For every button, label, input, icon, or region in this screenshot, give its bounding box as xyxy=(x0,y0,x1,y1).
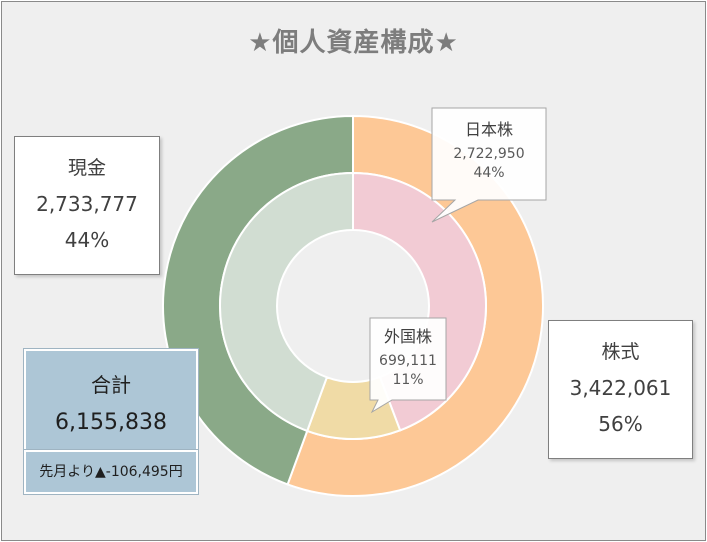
total-value: 6,155,838 xyxy=(55,410,167,435)
stocks-percent: 56% xyxy=(598,412,643,436)
cash-label-box: 現金 2,733,777 44% xyxy=(14,136,160,275)
callout-shapes xyxy=(369,107,547,414)
total-box: 合計 6,155,838 xyxy=(24,349,198,451)
total-label: 合計 xyxy=(91,373,131,397)
callout-foreign-stock: 外国株 699,111 11% xyxy=(370,327,446,390)
inner-slice-0 xyxy=(352,171,487,432)
callout-japan-stock: 日本株 2,722,950 44% xyxy=(432,120,546,183)
foreign-stock-percent: 11% xyxy=(392,372,424,388)
japan-stock-label: 日本株 xyxy=(464,120,513,139)
inner-slice-2 xyxy=(219,171,354,433)
monthly-change-box: 先月より▲-106,495円 xyxy=(24,450,198,494)
callout-japan-shape xyxy=(431,107,547,223)
japan-stock-percent: 44% xyxy=(473,165,505,181)
stocks-label-box: 株式 3,422,061 56% xyxy=(548,320,693,459)
stocks-value: 3,422,061 xyxy=(569,376,672,400)
foreign-stock-label: 外国株 xyxy=(383,327,432,346)
cash-value: 2,733,777 xyxy=(36,192,138,216)
chart-title: ★個人資産構成★ xyxy=(248,28,459,58)
japan-stock-value: 2,722,950 xyxy=(453,146,525,162)
cash-percent: 44% xyxy=(64,228,110,252)
stocks-label: 株式 xyxy=(601,341,640,363)
cash-label: 現金 xyxy=(67,157,106,179)
monthly-change-text: 先月より▲-106,495円 xyxy=(39,464,183,480)
foreign-stock-value: 699,111 xyxy=(379,353,437,369)
callout-foreign-shape xyxy=(369,317,447,414)
